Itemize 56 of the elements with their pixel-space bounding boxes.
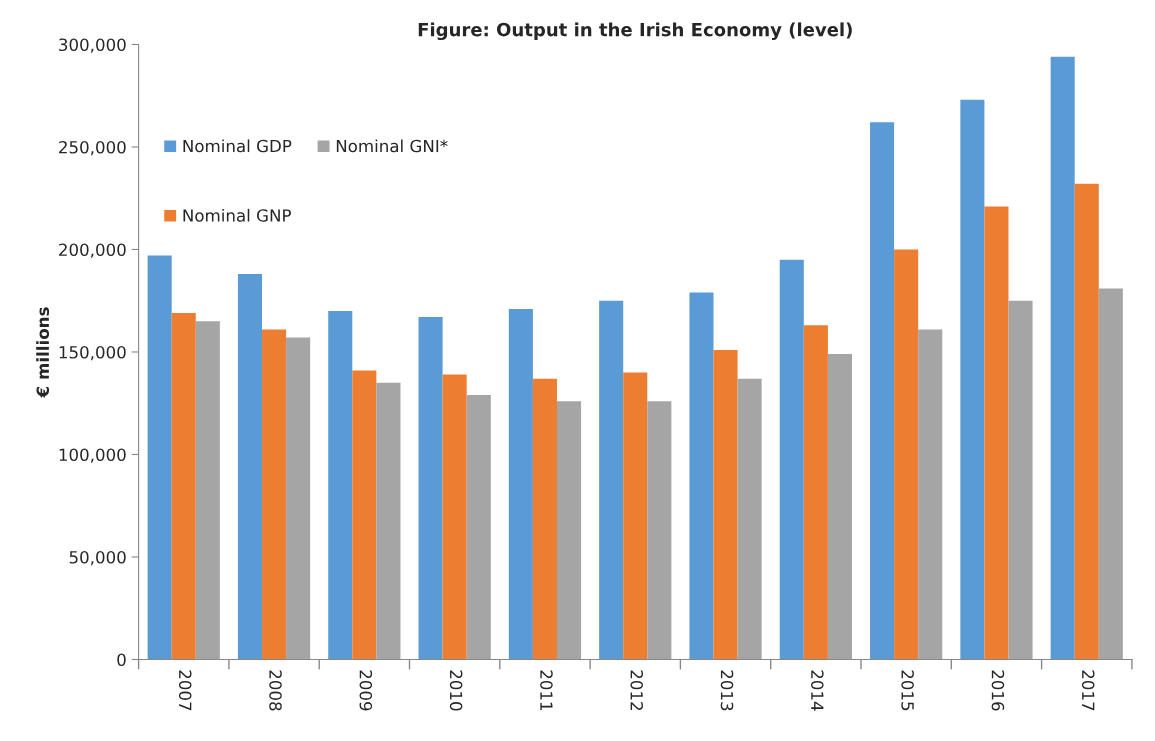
x-tick-label: 2016 bbox=[991, 670, 1005, 711]
bar bbox=[1098, 288, 1123, 660]
legend-label: Nominal GNP bbox=[183, 208, 291, 222]
x-tick-label: 2010 bbox=[449, 670, 463, 711]
x-tick-label: 2008 bbox=[269, 670, 282, 711]
bar bbox=[418, 317, 443, 660]
bar bbox=[1050, 56, 1075, 660]
chart-title: Figure: Output in the Irish Economy (level) bbox=[418, 22, 852, 41]
bar bbox=[737, 378, 762, 660]
bar bbox=[599, 300, 624, 660]
x-tick-label: 2009 bbox=[359, 670, 373, 711]
bar bbox=[647, 401, 672, 660]
x-tick-label: 2011 bbox=[540, 670, 553, 711]
y-tick-label: 150,000 bbox=[59, 345, 126, 361]
y-tick-label: 0 bbox=[117, 653, 126, 667]
legend-label: Nominal GDP bbox=[183, 139, 292, 153]
bar bbox=[556, 401, 582, 660]
x-tick-label: 2014 bbox=[811, 670, 824, 711]
x-tick-label: 2012 bbox=[630, 670, 644, 710]
bar bbox=[286, 337, 311, 660]
bar bbox=[352, 370, 377, 660]
bar bbox=[689, 292, 714, 660]
bar bbox=[532, 378, 557, 660]
y-tick-label: 50,000 bbox=[69, 550, 126, 566]
bar bbox=[918, 329, 943, 660]
y-tick-label: 100,000 bbox=[59, 448, 126, 463]
bar bbox=[237, 274, 263, 660]
bar bbox=[171, 313, 196, 660]
bar bbox=[803, 325, 828, 660]
bar bbox=[195, 321, 220, 660]
y-axis-title: € millions bbox=[36, 307, 50, 398]
bar bbox=[779, 259, 804, 660]
legend-label: Nominal GNI* bbox=[336, 139, 448, 153]
bar bbox=[328, 310, 353, 660]
bar bbox=[713, 349, 738, 660]
bar bbox=[508, 308, 533, 660]
x-tick-label: 2013 bbox=[720, 670, 734, 711]
bar bbox=[1074, 183, 1099, 660]
bar bbox=[870, 122, 895, 660]
bar bbox=[262, 329, 287, 660]
bar bbox=[147, 255, 172, 660]
x-tick-label: 2007 bbox=[178, 670, 192, 711]
bar bbox=[827, 354, 852, 660]
y-tick-label: 300,000 bbox=[59, 38, 126, 53]
y-tick-label: 200,000 bbox=[59, 243, 126, 258]
bar bbox=[984, 206, 1009, 660]
x-tick-label: 2015 bbox=[901, 670, 914, 711]
bar bbox=[960, 99, 985, 660]
bar bbox=[376, 382, 401, 660]
bar bbox=[1008, 300, 1033, 660]
x-tick-label: 2017 bbox=[1081, 670, 1095, 711]
bar bbox=[623, 372, 648, 660]
bar bbox=[894, 249, 919, 660]
y-tick-label: 250,000 bbox=[59, 140, 126, 156]
bar bbox=[466, 395, 491, 660]
bar bbox=[442, 374, 467, 660]
